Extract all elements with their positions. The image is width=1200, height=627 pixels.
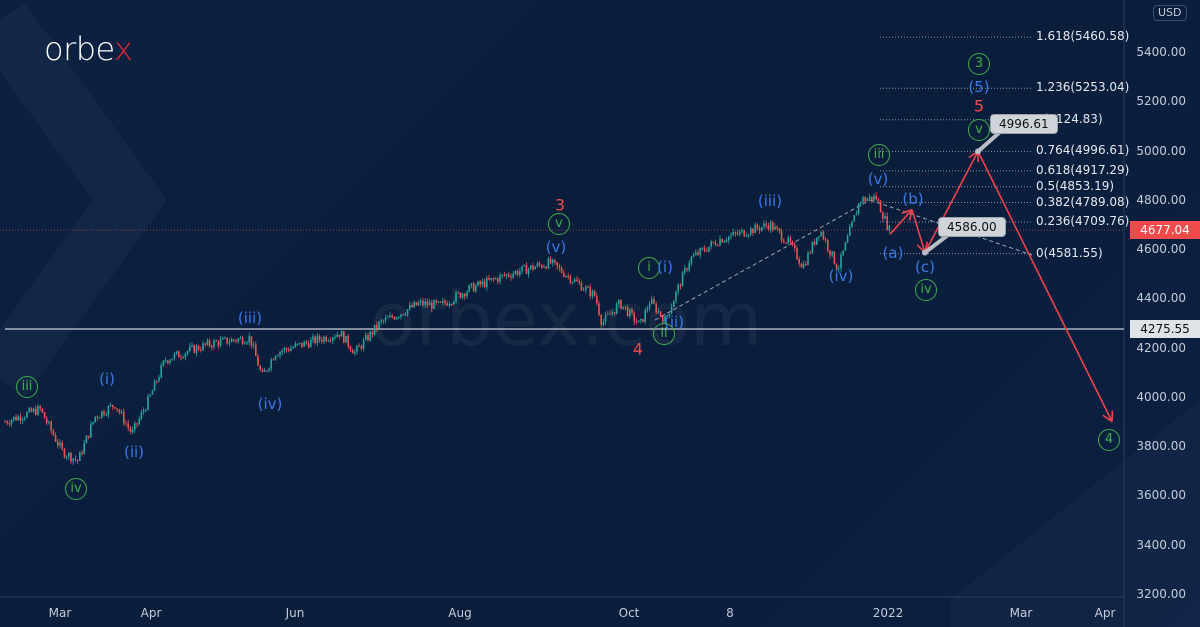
wave-label: (5) — [968, 78, 990, 96]
fib-level-label: 1.236(5253.04) — [1036, 80, 1130, 95]
wave-label: iii — [16, 376, 38, 398]
fib-level-label: 0.382(4789.08) — [1036, 194, 1130, 209]
wave-label: (c) — [915, 258, 935, 276]
wave-label: 3 — [554, 195, 566, 215]
wave-label: (iv) — [828, 267, 854, 285]
orbex-logo: orbex — [44, 30, 133, 68]
fib-level-label: 1.618(5460.58) — [1036, 29, 1130, 44]
wave-label: i — [638, 257, 660, 279]
last-price-tag: 4677.04 — [1130, 221, 1200, 240]
wave-label: (iii) — [237, 309, 263, 327]
y-tick-label: 5200.00 — [1136, 94, 1186, 109]
y-tick-label: 3600.00 — [1136, 488, 1186, 503]
wave-label: (a) — [882, 244, 904, 262]
x-tick-label: Oct — [618, 606, 640, 620]
wave-label: 4 — [1098, 429, 1120, 451]
wave-label: iii — [868, 144, 890, 166]
wave-label: iv — [65, 478, 87, 500]
wave-label: (v) — [545, 238, 567, 256]
wave-label: 4 — [632, 339, 644, 359]
x-tick-label: Apr — [1094, 606, 1116, 620]
wave-label: iv — [915, 279, 937, 301]
y-tick-label: 4200.00 — [1136, 340, 1186, 355]
wave-label: ii — [653, 323, 675, 345]
x-tick-label: 2022 — [872, 606, 904, 620]
wave-label: (i) — [657, 258, 673, 276]
x-tick-label: Apr — [140, 606, 162, 620]
y-tick-label: 4600.00 — [1136, 242, 1186, 257]
y-tick-label: 3800.00 — [1136, 439, 1186, 454]
y-tick-label: 5400.00 — [1136, 45, 1186, 59]
fib-level-label: 0.618(4917.29) — [1036, 162, 1130, 177]
fib-level-label: 0(4581.55) — [1036, 245, 1103, 260]
currency-badge[interactable]: USD — [1153, 5, 1187, 21]
x-tick-label: 8 — [726, 606, 734, 620]
wave-label: 5 — [973, 96, 985, 116]
logo-text: orbe — [44, 30, 115, 68]
wave-label: (i) — [99, 370, 115, 388]
y-tick-label: 4800.00 — [1136, 192, 1186, 207]
y-tick-label: 5000.00 — [1136, 143, 1186, 158]
wave-label: v — [548, 213, 570, 235]
fib-level-label: 0.5(4853.19) — [1036, 178, 1115, 193]
fib-level-label: 0.764(4996.61) — [1036, 143, 1130, 158]
wave-label: (ii) — [123, 443, 145, 461]
y-tick-label: 3400.00 — [1136, 537, 1186, 552]
wave-label: 3 — [968, 53, 990, 75]
y-tick-label: 4400.00 — [1136, 291, 1186, 306]
x-tick-label: Jun — [285, 606, 305, 620]
logo-accent: x — [114, 30, 133, 68]
x-tick-label: Mar — [48, 606, 72, 620]
fib-level-label: 0.236(4709.76) — [1036, 214, 1130, 229]
price-callout[interactable]: 4996.61 — [990, 114, 1058, 134]
x-tick-label: Aug — [448, 606, 472, 620]
wave-label: (iii) — [757, 192, 783, 210]
price-callout[interactable]: 4586.00 — [938, 217, 1006, 237]
svg-text:orbex.com: orbex.com — [370, 277, 762, 363]
x-tick-label: Mar — [1009, 606, 1033, 620]
y-tick-label: 4000.00 — [1136, 389, 1186, 404]
wave-label: (iv) — [257, 395, 283, 413]
wave-label: (v) — [867, 170, 889, 188]
wave-label: v — [968, 119, 990, 141]
y-tick-label: 3200.00 — [1136, 586, 1186, 601]
wave-label: (b) — [902, 190, 924, 208]
horizontal-level-tag[interactable]: 4275.55 — [1130, 320, 1200, 339]
